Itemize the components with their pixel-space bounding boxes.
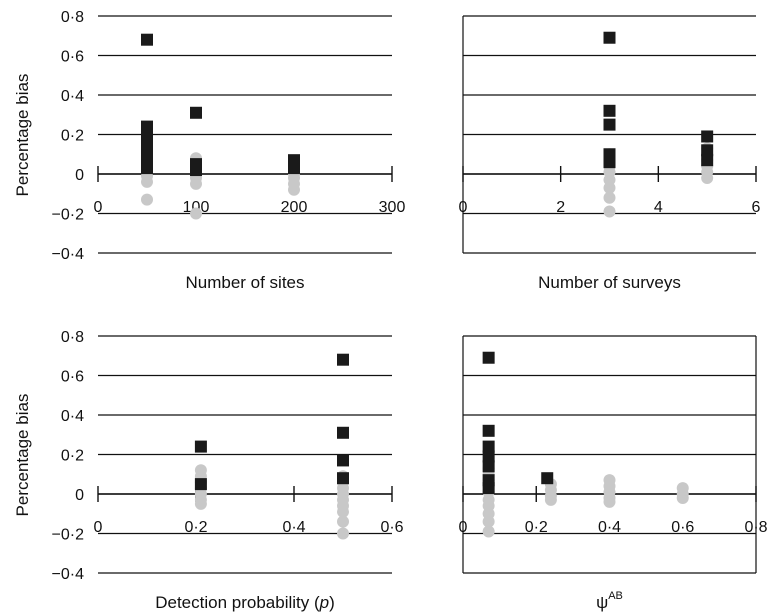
data-point-circle (603, 205, 616, 218)
data-point-circle (141, 175, 153, 188)
data-point-circle (337, 505, 349, 518)
panel-1: 0·8 0·6 0·4 0·2 0 −0·2 −0·4 0 100 200 300 Number of… (52, 9, 406, 292)
data-point-square (337, 454, 349, 467)
x-tick-label: 0 (94, 199, 103, 216)
data-point-circle (603, 181, 616, 194)
y-tick-label: 0 (75, 487, 84, 504)
x-tick-label: 100 (183, 199, 210, 216)
data-point-square (603, 104, 616, 117)
x-tick-label: 0·6 (671, 519, 694, 536)
data-point-circle (482, 525, 495, 538)
x-tick-label: 0·4 (598, 519, 621, 536)
y-tick-label: 0·4 (61, 88, 84, 105)
y-tick-label: −0·2 (52, 207, 85, 224)
data-point-square (194, 478, 207, 491)
y-tick-label: −0·4 (52, 566, 85, 583)
x-tick-label: 300 (379, 199, 406, 216)
x-tick-label: 0·8 (744, 519, 767, 536)
data-point-square (194, 440, 207, 453)
y-tick-label: 0·2 (61, 448, 84, 465)
y-tick-label: 0·4 (61, 408, 84, 425)
data-point-circle (701, 171, 714, 184)
data-point-square (701, 144, 714, 157)
data-point-square (603, 156, 616, 169)
data-point-square (482, 351, 495, 364)
panel-4: 0 0·2 0·4 0·6 0·8 ψAB (459, 335, 768, 612)
data-point-square (482, 460, 495, 473)
x-axis-title: Number of sites (185, 273, 304, 292)
x-axis-title: Number of surveys (538, 273, 681, 292)
data-point-circle (337, 527, 349, 540)
data-point-square (482, 450, 495, 463)
data-point-square (482, 424, 495, 437)
x-tick-label: 4 (654, 199, 663, 216)
x-tick-label: 0 (459, 199, 468, 216)
x-axis-title: Detection probability (p) (155, 593, 335, 612)
data-point-circle (190, 177, 202, 190)
data-point-square (141, 134, 153, 147)
data-point-square (482, 482, 495, 495)
y-tick-label: −0·2 (52, 527, 85, 544)
y-tick-label: 0·2 (61, 128, 84, 145)
data-point-square (603, 118, 616, 131)
x-axis-title: ψAB (596, 590, 623, 612)
y-axis-title-bottom: Percentage bias (13, 394, 32, 517)
y-tick-label: 0·6 (61, 49, 84, 66)
y-tick-label: −0·4 (52, 246, 85, 263)
y-tick-label: 0 (75, 167, 84, 184)
x-tick-label: 6 (752, 199, 761, 216)
y-tick-label: 0·8 (61, 329, 84, 346)
data-point-square (190, 164, 202, 177)
x-tick-label: 0 (459, 519, 468, 536)
data-point-circle (194, 497, 207, 510)
data-point-square (190, 106, 202, 119)
data-point-square (337, 426, 349, 439)
y-tick-label: 0·6 (61, 369, 84, 386)
panel-3: 0·8 0·6 0·4 0·2 0 −0·2 −0·4 0 0·2 0·4 0·6 Detection… (52, 329, 404, 612)
data-point-square (482, 440, 495, 453)
data-point-square (337, 472, 349, 485)
y-axis-title-top: Percentage bias (13, 74, 32, 197)
x-tick-label: 200 (281, 199, 308, 216)
data-point-circle (676, 491, 689, 504)
data-point-square (701, 154, 714, 167)
data-point-square (337, 353, 349, 366)
panels-group: 0·80·60·40·20−0·2−0·40100200300Number of… (52, 9, 768, 612)
data-point-circle (482, 515, 495, 528)
data-point-circle (337, 515, 349, 528)
data-point-square (141, 162, 153, 175)
data-point-circle (141, 193, 153, 206)
data-point-square (603, 31, 616, 44)
data-point-square (541, 472, 554, 485)
x-tick-label: 0 (94, 519, 103, 536)
data-point-circle (544, 493, 557, 506)
data-point-square (288, 162, 300, 175)
y-tick-label: 0·8 (61, 9, 84, 26)
data-point-square (701, 130, 714, 143)
data-point-circle (603, 191, 616, 204)
data-point-circle (288, 183, 300, 196)
data-point-circle (190, 207, 202, 220)
x-tick-label: 2 (556, 199, 565, 216)
x-tick-label: 0·2 (525, 519, 548, 536)
data-point-circle (603, 495, 616, 508)
panel-2: 0 2 4 6 Number of surveys (459, 15, 761, 292)
data-point-square (141, 33, 153, 46)
x-tick-label: 0·4 (282, 519, 305, 536)
x-tick-label: 0·6 (380, 519, 403, 536)
x-tick-label: 0·2 (184, 519, 207, 536)
